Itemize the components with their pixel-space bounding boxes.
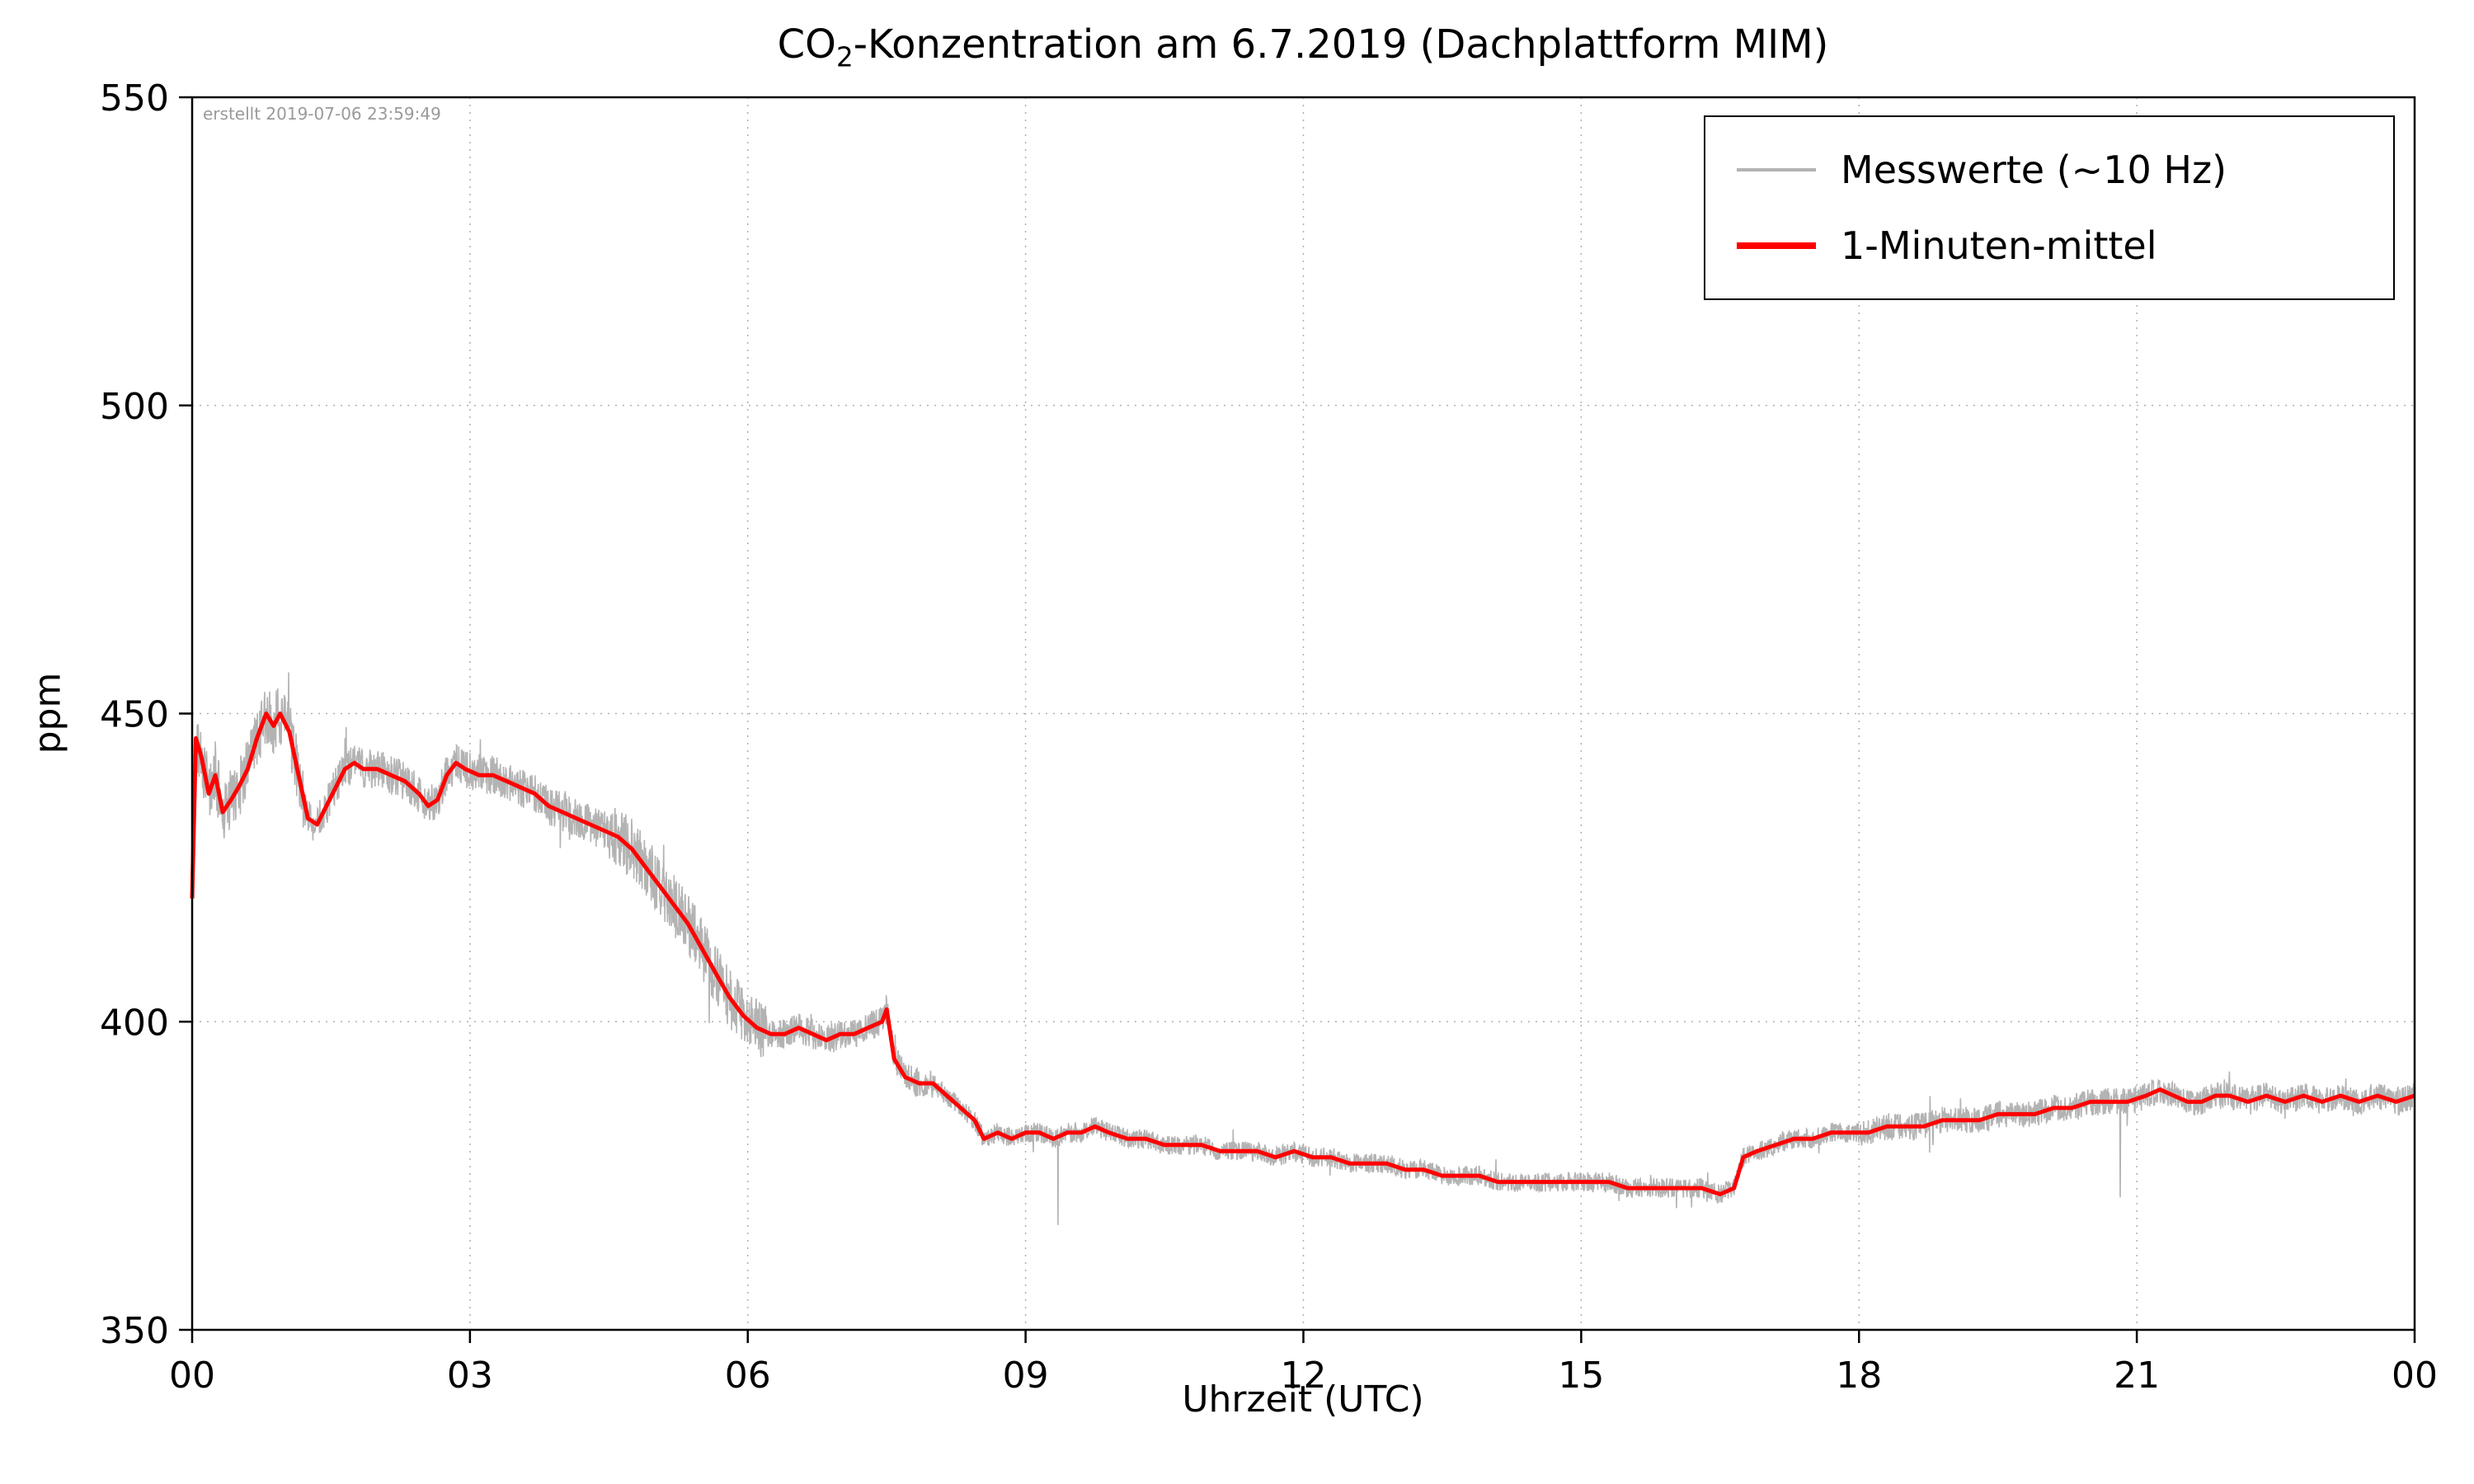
y-tick-label: 500 bbox=[100, 386, 169, 428]
legend-entry-raw: Messwerte (~10 Hz) bbox=[1714, 132, 2385, 208]
x-tick-label: 18 bbox=[1836, 1355, 1882, 1397]
raw-series-line-sample bbox=[1737, 168, 1816, 171]
x-tick-label: 03 bbox=[447, 1355, 493, 1397]
created-timestamp-note: erstellt 2019-07-06 23:59:49 bbox=[203, 104, 441, 124]
y-tick-label: 350 bbox=[100, 1310, 169, 1352]
x-tick-label: 12 bbox=[1281, 1355, 1327, 1397]
x-tick-label: 00 bbox=[2392, 1355, 2438, 1397]
legend-label-mean: 1-Minuten-mittel bbox=[1841, 223, 2157, 268]
raw-series-line bbox=[191, 672, 2415, 1225]
y-tick-label: 450 bbox=[100, 694, 169, 736]
page-title: CO2-Konzentration am 6.7.2019 (Dachplatt… bbox=[778, 21, 1829, 73]
mean-series-line-sample bbox=[1737, 242, 1816, 249]
x-tick-label: 21 bbox=[2114, 1355, 2160, 1397]
title-prefix: CO bbox=[777, 21, 836, 68]
title-subscript: 2 bbox=[835, 41, 854, 73]
x-tick-label: 06 bbox=[725, 1355, 771, 1397]
x-tick-label: 09 bbox=[1003, 1355, 1049, 1397]
y-axis-label: ppm bbox=[26, 672, 69, 754]
legend-entry-mean: 1-Minuten-mittel bbox=[1714, 208, 2385, 284]
title-rest: -Konzentration am 6.7.2019 (Dachplattfor… bbox=[853, 21, 1829, 68]
x-tick-label: 15 bbox=[1558, 1355, 1604, 1397]
y-tick-label: 400 bbox=[100, 1002, 169, 1044]
y-tick-label: 550 bbox=[100, 77, 169, 120]
x-axis-label: Uhrzeit (UTC) bbox=[1182, 1378, 1424, 1421]
legend-box: Messwerte (~10 Hz) 1-Minuten-mittel bbox=[1704, 115, 2395, 300]
legend-label-raw: Messwerte (~10 Hz) bbox=[1841, 148, 2227, 192]
mean-series-line bbox=[190, 711, 2415, 1196]
x-tick-label: 00 bbox=[169, 1355, 215, 1397]
